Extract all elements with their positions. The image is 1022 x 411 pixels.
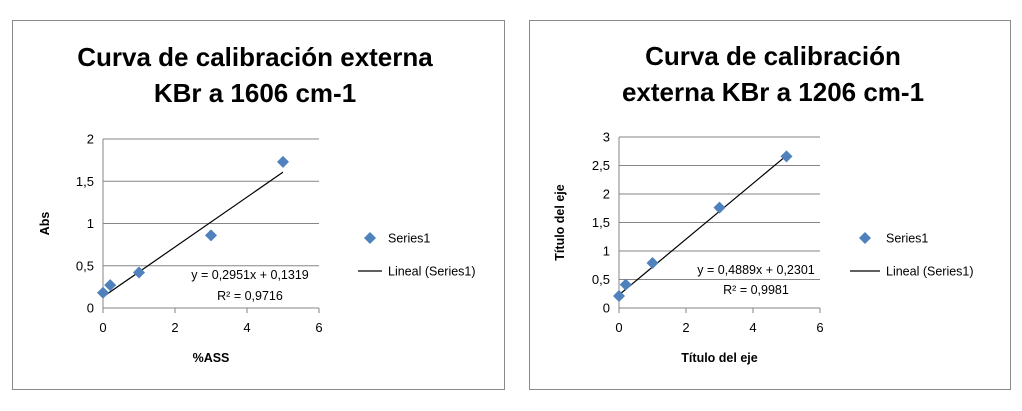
chart-left-x-tick-label: 0 [99,320,106,335]
chart-left-y-tick-label: 2 [87,132,94,147]
chart-right-equation-label: y = 0,4889x + 0,2301 [697,263,815,277]
chart-right-x-tick-label: 2 [682,320,689,335]
chart-left-r2-label: R² = 0,9716 [217,289,283,303]
chart-left-x-axis-title: %ASS [193,351,230,365]
chart-left-y-tick-label: 1 [87,216,94,231]
chart-left-title-line-2: KBr a 1606 cm-1 [154,78,356,108]
chart-left: Curva de calibración externa KBr a 1606 c… [12,20,505,390]
chart-left-x-tick-label: 6 [315,320,322,335]
chart-left-legend-marker [364,232,376,244]
chart-right-data-point [780,150,793,163]
chart-right-y-tick-label: 0 [603,301,610,316]
chart-left-data-point [104,279,117,292]
chart-left-title-line-1: Curva de calibración externa [77,42,433,72]
chart-right-legend-series-label: Series1 [886,232,928,246]
chart-right-svg: Curva de calibración externa KBr a 1206 c… [553,41,974,365]
chart-right-title-line-2: externa KBr a 1206 cm-1 [622,77,924,107]
chart-left-legend-trendline-label: Lineal (Series1) [388,265,476,279]
chart-right-data-point [613,290,625,303]
chart-left-y-tick-label: 0,5 [76,258,94,273]
chart-right-y-tick-label: 2 [603,187,610,202]
chart-right-y-tick-label: 1 [603,244,610,259]
chart-right-data-point [619,278,632,291]
chart-left-x-tick-label: 2 [171,320,178,335]
chart-right-x-axis-title: Título del eje [681,351,757,365]
chart-right-y-tick-label: 1,5 [592,215,610,230]
chart-left-equation-label: y = 0,2951x + 0,1319 [191,268,309,282]
chart-right-x-tick-label: 6 [816,320,823,335]
chart-right-y-tick-label: 3 [603,130,610,145]
chart-left-data-point [97,286,109,299]
chart-right-title-line-1: Curva de calibración [645,41,901,71]
chart-left-x-tick-label: 4 [243,320,250,335]
chart-right-legend-trendline-label: Lineal (Series1) [886,265,974,279]
chart-left-legend-series-label: Series1 [388,232,430,246]
chart-left-trendline [102,171,284,298]
chart-right: Curva de calibración externa KBr a 1206 c… [529,20,1011,390]
chart-left-data-point [277,155,289,168]
chart-left-y-tick-label: 1,5 [76,174,94,189]
chart-right-r2-label: R² = 0,9981 [723,283,789,297]
chart-right-x-tick-label: 0 [615,320,622,335]
chart-right-legend-marker [859,232,871,244]
chart-left-data-point [133,266,145,279]
chart-left-svg: Curva de calibración externa KBr a 1606 c… [38,42,476,365]
chart-right-trendline [618,155,787,296]
chart-right-y-tick-label: 0,5 [592,272,610,287]
chart-left-y-tick-label: 0 [87,301,94,316]
chart-left-y-axis-title: Abs [38,212,52,236]
chart-right-y-tick-label: 2,5 [592,158,610,173]
chart-right-x-tick-label: 4 [749,320,756,335]
chart-left-data-point [205,229,217,242]
chart-right-data-point [713,201,726,214]
chart-right-data-point [646,256,659,269]
chart-right-y-axis-title: Título del eje [553,184,567,260]
